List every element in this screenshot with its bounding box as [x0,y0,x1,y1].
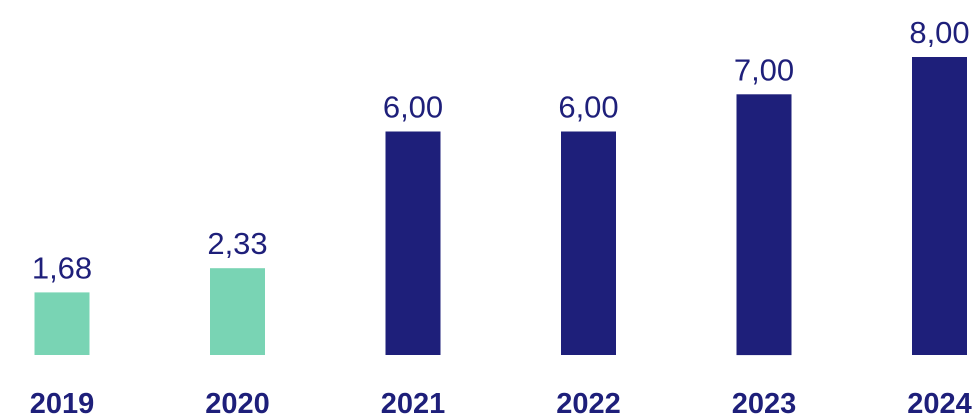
x-tick-label-2021: 2021 [381,388,446,419]
value-label-2024: 8,00 [909,15,969,50]
value-label-2021: 6,00 [383,90,443,125]
value-label-2020: 2,33 [207,226,267,261]
bar-2021 [385,131,441,355]
x-tick-label-2020: 2020 [205,388,270,419]
x-tick-label-2023: 2023 [732,388,797,419]
bar-2019 [34,292,90,355]
x-tick-label-2019: 2019 [30,388,95,419]
value-label-2019: 1,68 [32,250,92,285]
value-label-2022: 6,00 [558,90,618,125]
bar-2024 [912,57,967,355]
bar-2022 [561,131,616,355]
bar-2023 [736,94,792,356]
value-label-2023: 7,00 [734,52,794,87]
bar-2020 [210,268,265,355]
x-tick-label-2024: 2024 [907,388,972,419]
x-tick-label-2022: 2022 [556,388,621,419]
